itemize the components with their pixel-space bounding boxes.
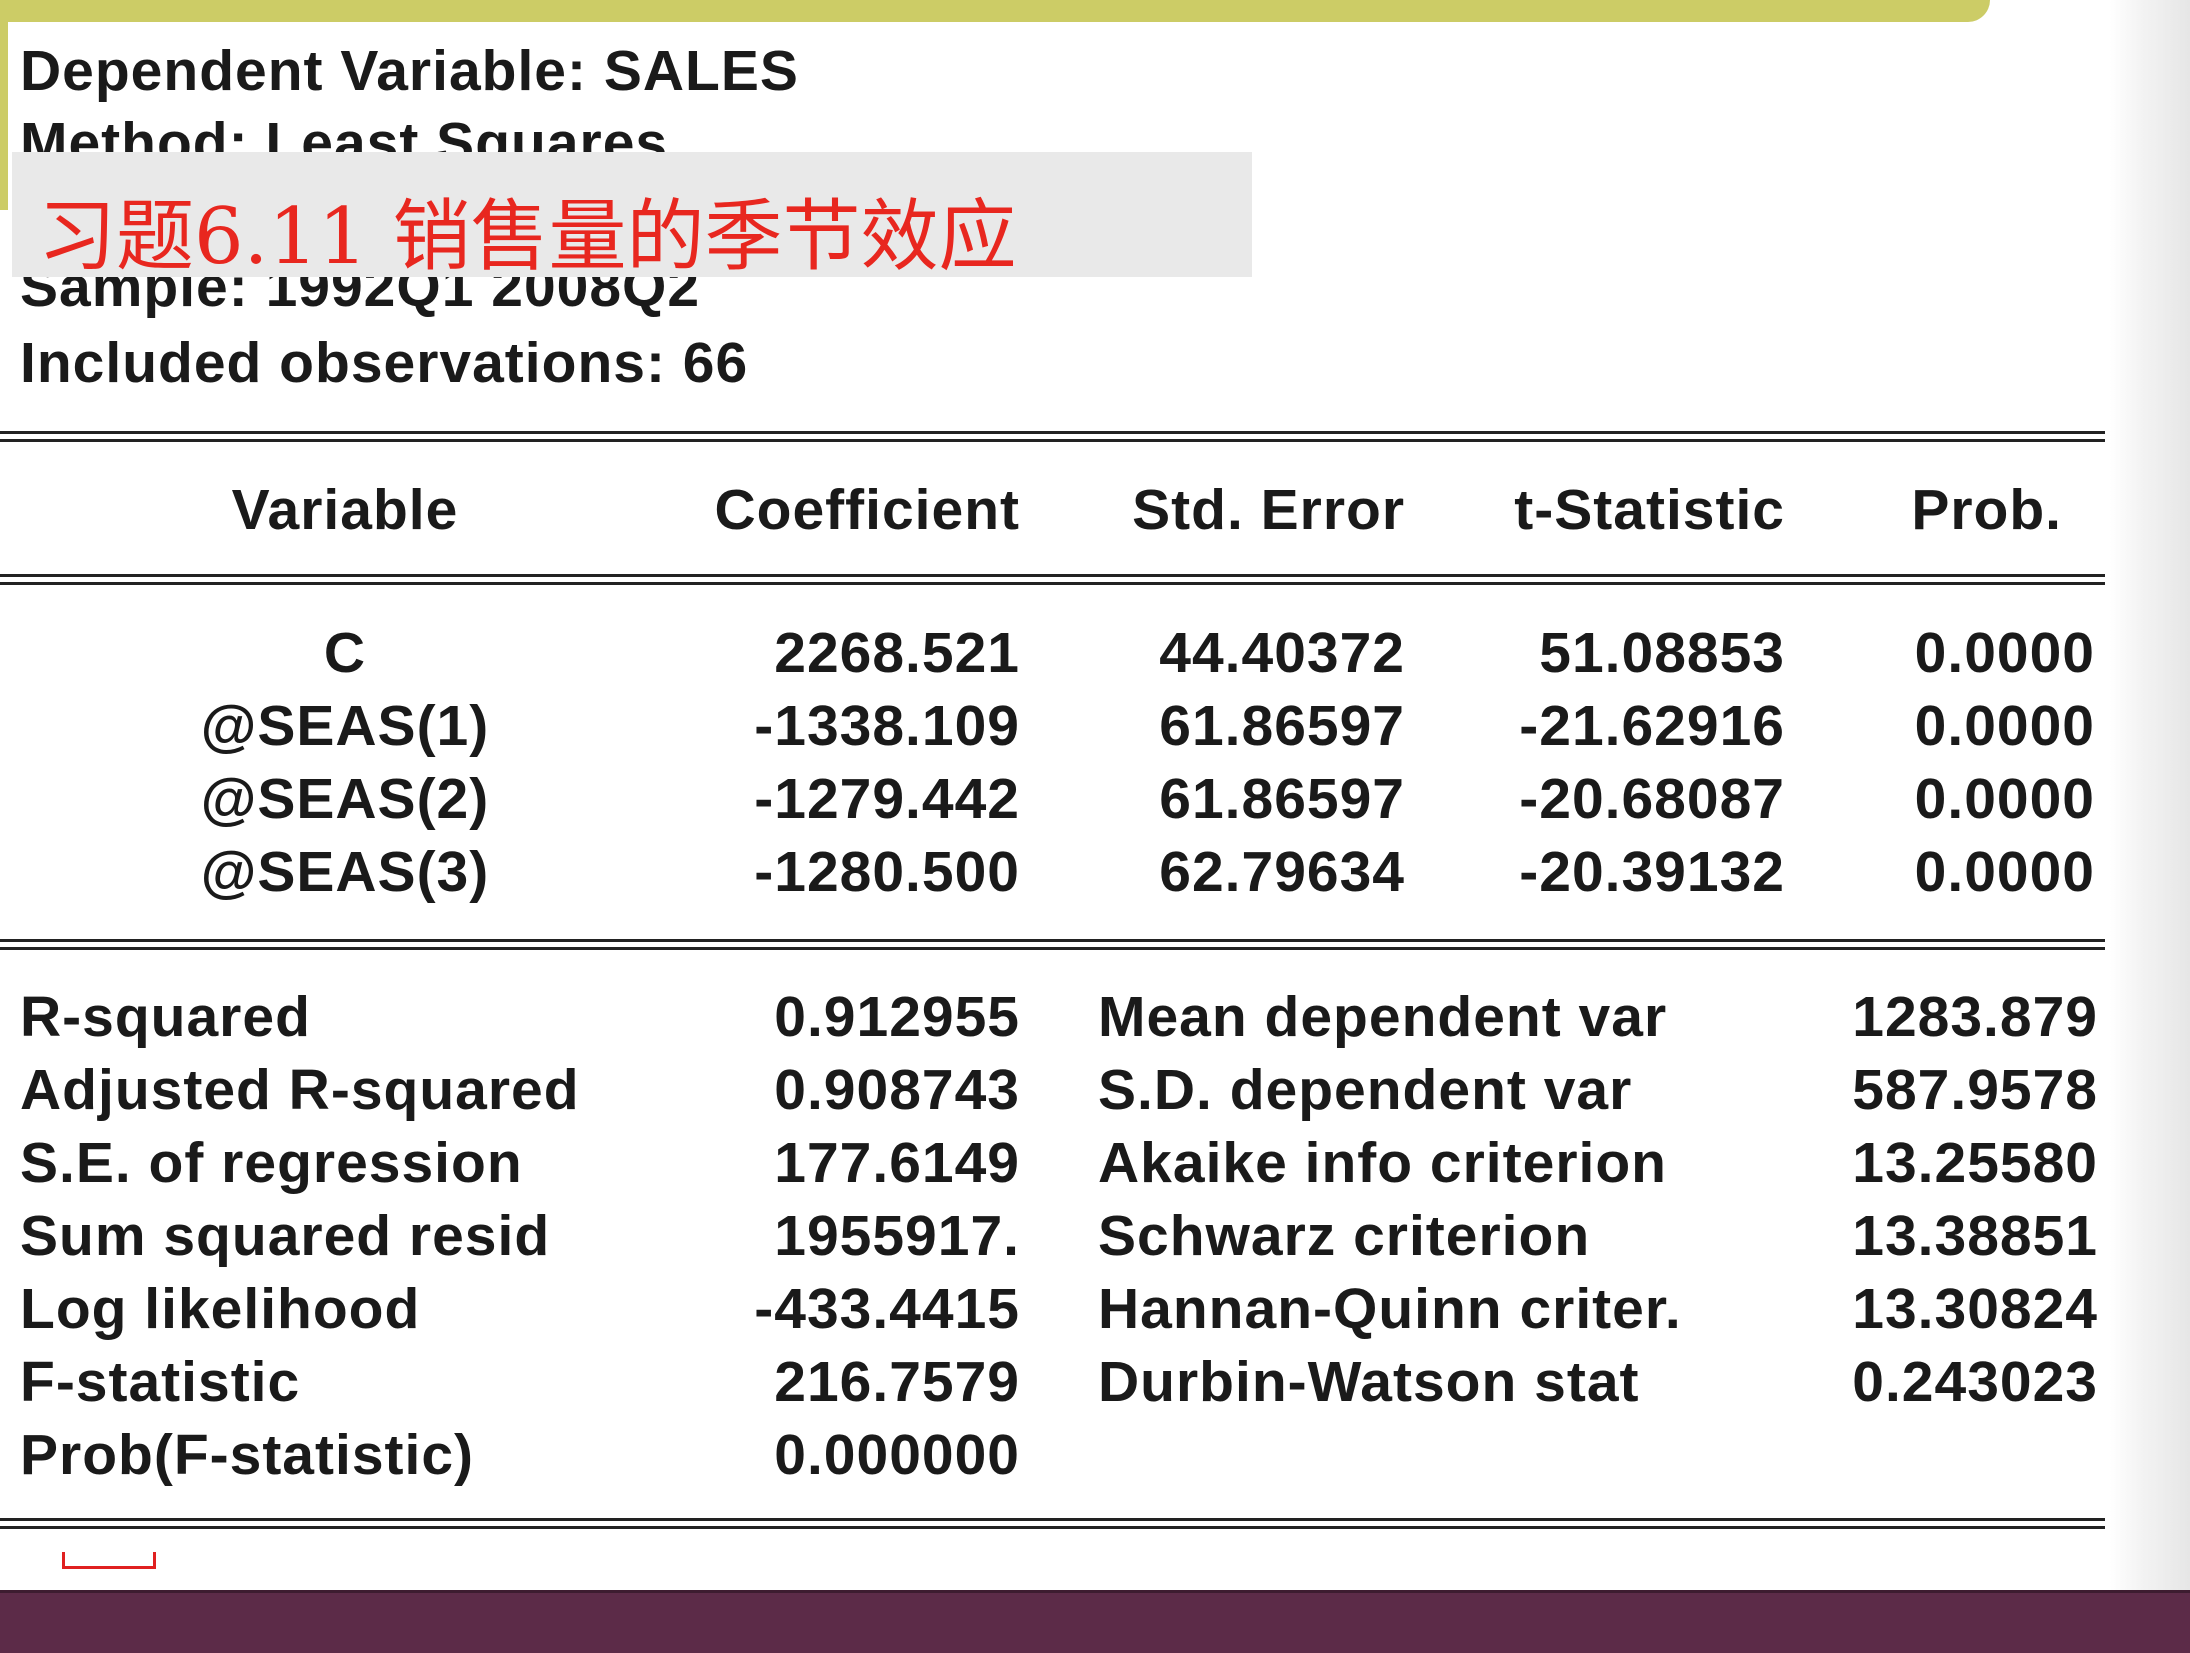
t-statistic-value: -20.39132 — [1519, 840, 1785, 904]
coefficient-value: -1338.109 — [754, 694, 1020, 758]
stat-label: Durbin-Watson stat — [1098, 1350, 1640, 1414]
column-header-std-error: Std. Error — [1132, 478, 1405, 542]
left-accent-bar — [0, 0, 8, 210]
stat-value: 1955917. — [774, 1204, 1020, 1268]
stat-value: 13.25580 — [1852, 1131, 2098, 1195]
slide-title-box — [12, 152, 1252, 277]
variable-name: C — [323, 621, 367, 685]
coefficient-value: 2268.521 — [774, 621, 1020, 685]
footer-mark — [62, 1552, 156, 1569]
stat-value: 1283.879 — [1852, 985, 2098, 1049]
observations-line: Included observations: 66 — [20, 331, 749, 395]
std-error-value: 44.40372 — [1159, 621, 1405, 685]
stat-label: F-statistic — [20, 1350, 301, 1414]
table-header-rule — [0, 574, 2105, 585]
t-statistic-value: -21.62916 — [1519, 694, 1785, 758]
stat-value: 0.243023 — [1852, 1350, 2098, 1414]
prob-value: 0.0000 — [1914, 694, 2095, 758]
stat-label: Adjusted R-squared — [20, 1058, 580, 1122]
t-statistic-value: 51.08853 — [1539, 621, 1785, 685]
std-error-value: 61.86597 — [1159, 694, 1405, 758]
prob-value: 0.0000 — [1914, 767, 2095, 831]
variable-name: @SEAS(1) — [200, 694, 490, 758]
column-header-t-statistic: t-Statistic — [1514, 478, 1785, 542]
stat-label: S.E. of regression — [20, 1131, 523, 1195]
coefficient-value: -1279.442 — [754, 767, 1020, 831]
column-header-prob: Prob. — [1911, 478, 2062, 542]
stat-value: -433.4415 — [754, 1277, 1020, 1341]
stat-label: Schwarz criterion — [1098, 1204, 1591, 1268]
stat-value: 0.000000 — [774, 1423, 1020, 1487]
stat-label: R-squared — [20, 985, 311, 1049]
stat-label: Akaike info criterion — [1098, 1131, 1667, 1195]
slide-title: 习题6.11 销售量的季节效应 — [38, 192, 1017, 282]
stat-label: Sum squared resid — [20, 1204, 551, 1268]
column-header-coefficient: Coefficient — [714, 478, 1020, 542]
prob-value: 0.0000 — [1914, 621, 2095, 685]
table-body-rule — [0, 939, 2105, 950]
table-top-rule — [0, 431, 2105, 442]
stat-value: 177.6149 — [774, 1131, 1020, 1195]
stat-value: 0.908743 — [774, 1058, 1020, 1122]
stat-label: Hannan-Quinn criter. — [1098, 1277, 1682, 1341]
right-shadow — [2110, 0, 2190, 1590]
coefficient-value: -1280.500 — [754, 840, 1020, 904]
t-statistic-value: -20.68087 — [1519, 767, 1785, 831]
stat-label: Prob(F-statistic) — [20, 1423, 475, 1487]
variable-name: @SEAS(2) — [200, 767, 490, 831]
std-error-value: 61.86597 — [1159, 767, 1405, 831]
stat-value: 216.7579 — [774, 1350, 1020, 1414]
stat-label: S.D. dependent var — [1098, 1058, 1633, 1122]
variable-name: @SEAS(3) — [200, 840, 490, 904]
prob-value: 0.0000 — [1914, 840, 2095, 904]
column-header-variable: Variable — [231, 478, 459, 542]
bottom-bar — [0, 1590, 2190, 1653]
stat-value: 13.30824 — [1852, 1277, 2098, 1341]
stat-value: 587.9578 — [1852, 1058, 2098, 1122]
stat-value: 13.38851 — [1852, 1204, 2098, 1268]
dependent-variable-line: Dependent Variable: SALES — [20, 39, 799, 103]
top-accent-bar — [0, 0, 1990, 22]
stat-label: Log likelihood — [20, 1277, 421, 1341]
stat-label: Mean dependent var — [1098, 985, 1668, 1049]
stat-value: 0.912955 — [774, 985, 1020, 1049]
table-bottom-rule — [0, 1518, 2105, 1529]
std-error-value: 62.79634 — [1159, 840, 1405, 904]
